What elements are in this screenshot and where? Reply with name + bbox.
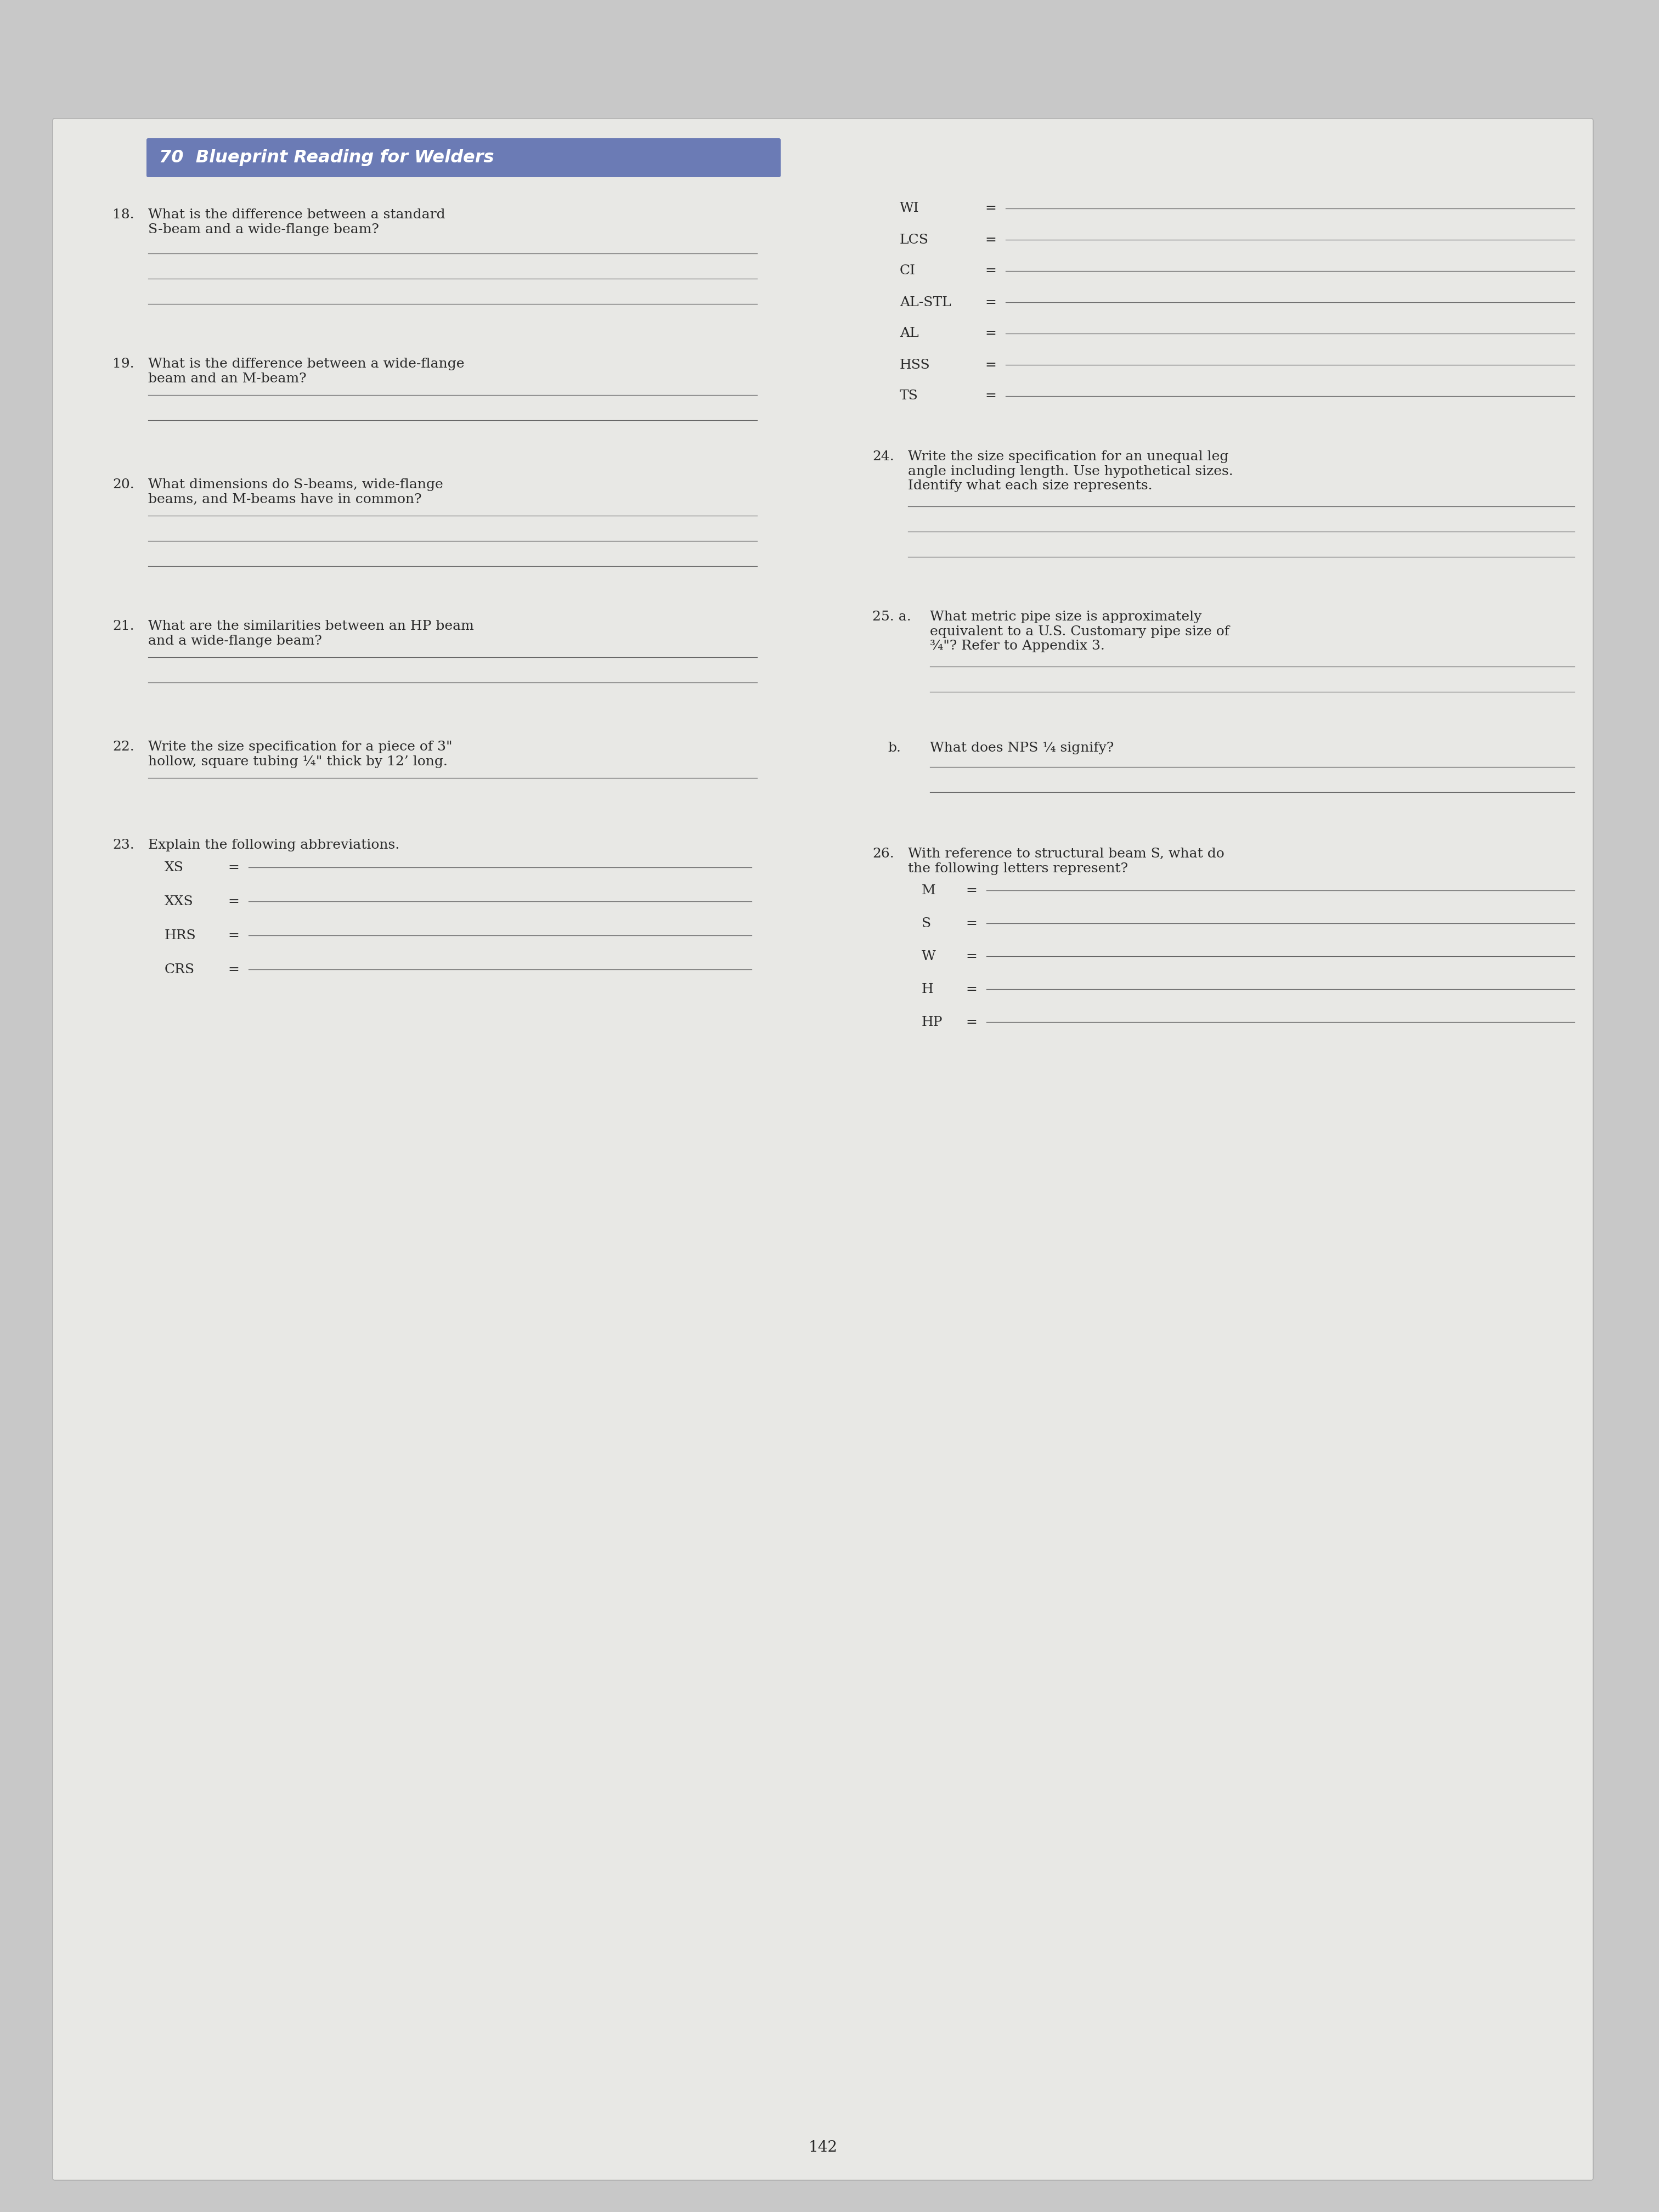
Text: AL-STL: AL-STL: [899, 296, 951, 310]
Text: =: =: [227, 962, 239, 975]
Text: What does NPS ¼ signify?: What does NPS ¼ signify?: [931, 741, 1113, 754]
Text: 19.: 19.: [113, 358, 134, 369]
Text: What are the similarities between an HP beam
and a wide-flange beam?: What are the similarities between an HP …: [148, 619, 474, 648]
Text: HP: HP: [922, 1015, 942, 1029]
Text: 24.: 24.: [873, 451, 894, 462]
Text: =: =: [966, 918, 977, 929]
Text: =: =: [966, 982, 977, 995]
FancyBboxPatch shape: [53, 119, 1593, 2181]
Text: S: S: [922, 918, 931, 929]
Text: b.: b.: [888, 741, 901, 754]
Text: What dimensions do S-beams, wide-flange
beams, and M-beams have in common?: What dimensions do S-beams, wide-flange …: [148, 478, 443, 507]
Text: 142: 142: [808, 2141, 838, 2154]
Text: 18.: 18.: [113, 208, 134, 221]
Text: =: =: [227, 896, 239, 907]
Text: 25. a.: 25. a.: [873, 611, 911, 624]
Text: =: =: [966, 1015, 977, 1029]
Text: W: W: [922, 949, 936, 962]
Text: 23.: 23.: [113, 838, 134, 852]
Text: What is the difference between a standard
S-beam and a wide-flange beam?: What is the difference between a standar…: [148, 208, 445, 237]
Text: CRS: CRS: [164, 962, 194, 975]
Text: 21.: 21.: [113, 619, 134, 633]
Text: WI: WI: [899, 201, 919, 215]
Text: XS: XS: [164, 860, 184, 874]
Text: TS: TS: [899, 389, 919, 403]
Text: =: =: [985, 265, 995, 276]
Text: =: =: [985, 358, 995, 372]
Text: 26.: 26.: [873, 847, 894, 860]
Text: =: =: [227, 860, 239, 874]
Text: HSS: HSS: [899, 358, 931, 372]
Text: What metric pipe size is approximately
equivalent to a U.S. Customary pipe size : What metric pipe size is approximately e…: [931, 611, 1229, 653]
Text: XXS: XXS: [164, 896, 194, 907]
Text: =: =: [985, 327, 995, 341]
Text: 20.: 20.: [113, 478, 134, 491]
Text: AL: AL: [899, 327, 919, 341]
Text: With reference to structural beam S, what do
the following letters represent?: With reference to structural beam S, wha…: [907, 847, 1224, 874]
Text: 22.: 22.: [113, 741, 134, 754]
FancyBboxPatch shape: [146, 137, 781, 177]
Text: Write the size specification for a piece of 3"
hollow, square tubing ¼" thick by: Write the size specification for a piece…: [148, 741, 453, 768]
Text: Explain the following abbreviations.: Explain the following abbreviations.: [148, 838, 400, 852]
Text: HRS: HRS: [164, 929, 196, 942]
Text: =: =: [966, 885, 977, 896]
Text: 70  Blueprint Reading for Welders: 70 Blueprint Reading for Welders: [159, 148, 494, 166]
Text: What is the difference between a wide-flange
beam and an M-beam?: What is the difference between a wide-fl…: [148, 358, 465, 385]
Text: =: =: [985, 296, 995, 310]
Text: LCS: LCS: [899, 234, 929, 246]
Text: =: =: [985, 234, 995, 246]
Text: H: H: [922, 982, 934, 995]
Text: =: =: [966, 949, 977, 962]
Text: =: =: [985, 201, 995, 215]
Text: CI: CI: [899, 265, 916, 276]
Text: Write the size specification for an unequal leg
angle including length. Use hypo: Write the size specification for an uneq…: [907, 451, 1233, 493]
Text: =: =: [985, 389, 995, 403]
Text: =: =: [227, 929, 239, 942]
Text: M: M: [922, 885, 936, 896]
